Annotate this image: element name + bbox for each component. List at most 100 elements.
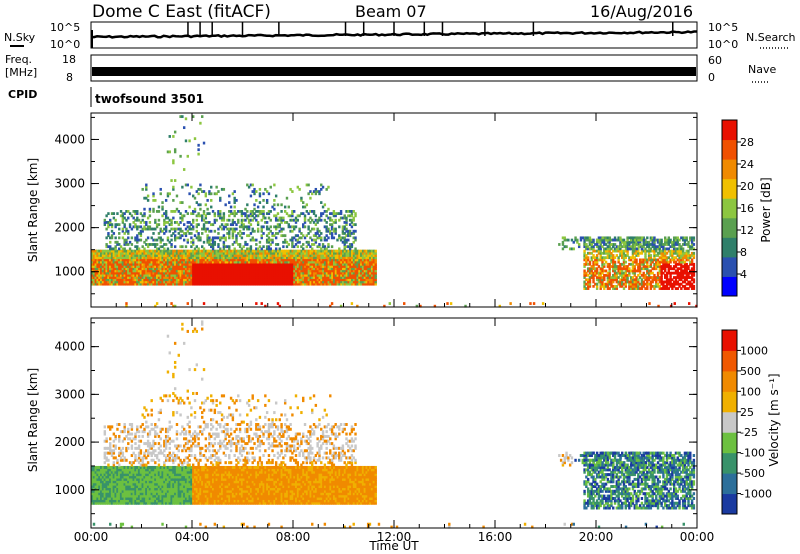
heatmap-cell bbox=[280, 251, 284, 255]
heatmap-cell bbox=[296, 249, 300, 253]
heatmap-cell bbox=[280, 278, 284, 282]
heatmap-cell bbox=[367, 256, 370, 260]
heatmap-cell bbox=[118, 282, 121, 286]
heatmap-cell bbox=[647, 243, 651, 246]
heatmap-cell bbox=[282, 218, 285, 222]
heatmap-cell bbox=[253, 251, 256, 255]
heatmap-cell bbox=[166, 150, 170, 154]
heatmap-cell bbox=[619, 262, 622, 266]
heatmap-cell bbox=[608, 247, 611, 251]
heatmap-cell bbox=[233, 260, 237, 264]
heatmap-cell bbox=[156, 265, 159, 268]
heatmap-cell bbox=[137, 256, 141, 260]
heatmap-cell bbox=[307, 218, 310, 222]
heatmap-cell bbox=[247, 185, 251, 189]
heatmap-cell bbox=[143, 227, 146, 231]
heatmap-cell bbox=[665, 273, 669, 277]
heatmap-cell bbox=[184, 258, 188, 262]
heatmap-cell bbox=[92, 492, 96, 496]
heatmap-cell bbox=[305, 254, 309, 257]
heatmap-cell bbox=[334, 232, 337, 235]
heatmap-cell bbox=[325, 234, 328, 238]
heatmap-cell bbox=[644, 256, 647, 260]
heatmap-cell bbox=[626, 240, 629, 244]
heatmap-cell bbox=[125, 269, 128, 273]
heatmap-cell bbox=[239, 265, 242, 268]
heatmap-cell bbox=[233, 210, 236, 213]
heatmap-cell bbox=[606, 247, 610, 251]
heatmap-cell bbox=[182, 238, 186, 242]
heatmap-cell bbox=[137, 265, 141, 268]
heatmap-cell bbox=[231, 232, 235, 235]
heatmap-cell bbox=[689, 245, 692, 249]
heatmap-cell bbox=[190, 271, 193, 275]
heatmap-cell bbox=[327, 265, 330, 268]
heatmap-cell bbox=[588, 260, 592, 264]
heatmap-cell bbox=[228, 280, 231, 284]
heatmap-cell bbox=[269, 238, 272, 242]
heatmap-cell bbox=[201, 278, 204, 282]
heatmap-cell bbox=[590, 276, 593, 279]
heatmap-cell bbox=[257, 249, 260, 253]
heatmap-cell bbox=[370, 265, 374, 268]
heatmap-cell bbox=[653, 238, 656, 242]
heatmap-cell bbox=[170, 267, 173, 271]
heatmap-cell bbox=[336, 258, 339, 262]
heatmap-cell bbox=[641, 245, 644, 249]
heatmap-cell bbox=[680, 267, 683, 271]
heatmap-cell bbox=[119, 245, 123, 249]
heatmap-cell bbox=[592, 265, 595, 268]
heatmap-cell bbox=[251, 273, 255, 277]
heatmap-cell bbox=[136, 262, 139, 266]
heatmap-cell bbox=[311, 238, 314, 242]
heatmap-cell bbox=[262, 225, 265, 229]
heatmap-cell bbox=[369, 267, 372, 271]
noise-right-label: N.Search bbox=[746, 31, 796, 44]
heatmap-cell bbox=[253, 216, 256, 220]
heatmap-cell bbox=[100, 276, 103, 279]
heatmap-cell bbox=[265, 238, 269, 242]
heatmap-cell bbox=[96, 273, 99, 277]
heatmap-cell bbox=[137, 282, 141, 286]
heatmap-cell bbox=[626, 276, 629, 279]
heatmap-cell bbox=[121, 218, 125, 222]
heatmap-cell bbox=[217, 243, 220, 246]
heatmap-cell bbox=[658, 243, 662, 246]
heatmap-cell bbox=[159, 187, 162, 191]
heatmap-cell bbox=[274, 225, 278, 229]
heatmap-cell bbox=[195, 201, 199, 204]
heatmap-cell bbox=[253, 271, 256, 275]
heatmap-cell bbox=[626, 243, 630, 246]
heatmap-cell bbox=[302, 212, 305, 216]
heatmap-cell bbox=[262, 269, 265, 273]
heatmap-cell bbox=[235, 251, 238, 255]
heatmap-cell bbox=[660, 245, 663, 249]
heatmap-cell bbox=[195, 236, 199, 240]
heatmap-cell bbox=[365, 280, 368, 284]
heatmap-cell bbox=[100, 499, 103, 503]
heatmap-cell bbox=[249, 276, 253, 279]
heatmap-cell bbox=[247, 225, 251, 229]
heatmap-cell bbox=[678, 282, 681, 286]
heatmap-cell bbox=[172, 282, 175, 286]
heatmap-cell bbox=[631, 284, 635, 288]
heatmap-cell bbox=[201, 276, 204, 279]
heatmap-cell bbox=[305, 280, 309, 284]
heatmap-cell bbox=[343, 271, 347, 275]
heatmap-cell bbox=[107, 273, 110, 277]
heatmap-cell bbox=[123, 271, 126, 275]
heatmap-cell bbox=[345, 240, 348, 244]
heatmap-cell bbox=[275, 273, 278, 277]
heatmap-cell bbox=[601, 260, 604, 264]
heatmap-cell bbox=[262, 280, 265, 284]
heatmap-cell bbox=[173, 227, 177, 231]
heatmap-cell bbox=[293, 273, 296, 277]
heatmap-cell bbox=[91, 276, 94, 279]
heatmap-cell bbox=[597, 247, 601, 251]
heatmap-cell bbox=[183, 254, 186, 257]
heatmap-cell bbox=[269, 280, 273, 284]
heatmap-cell bbox=[664, 258, 667, 262]
heatmap-cell bbox=[327, 185, 330, 189]
heatmap-cell bbox=[352, 265, 356, 268]
heatmap-cell bbox=[92, 271, 96, 275]
